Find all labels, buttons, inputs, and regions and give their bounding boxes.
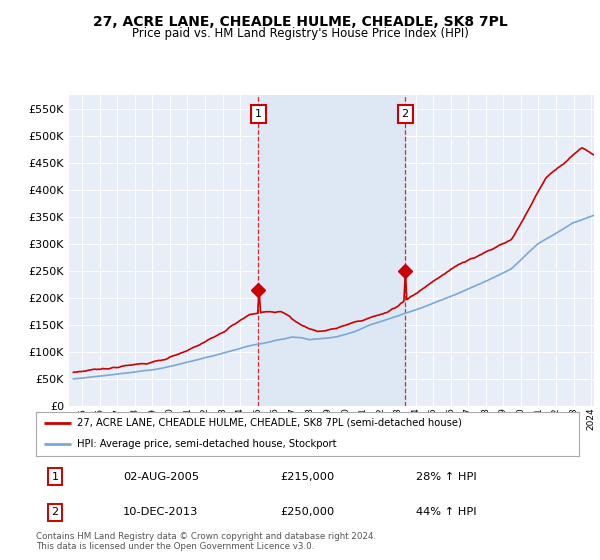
Text: 28% ↑ HPI: 28% ↑ HPI — [416, 472, 477, 482]
Text: 1: 1 — [52, 472, 59, 482]
Text: Price paid vs. HM Land Registry's House Price Index (HPI): Price paid vs. HM Land Registry's House … — [131, 27, 469, 40]
Text: 1: 1 — [255, 109, 262, 119]
Bar — [259, 95, 405, 406]
Text: 02-AUG-2005: 02-AUG-2005 — [123, 472, 199, 482]
Text: £250,000: £250,000 — [280, 507, 335, 517]
Text: 27, ACRE LANE, CHEADLE HULME, CHEADLE, SK8 7PL (semi-detached house): 27, ACRE LANE, CHEADLE HULME, CHEADLE, S… — [77, 418, 461, 428]
Text: Contains HM Land Registry data © Crown copyright and database right 2024.
This d: Contains HM Land Registry data © Crown c… — [36, 532, 376, 552]
Text: 2: 2 — [401, 109, 409, 119]
Text: HPI: Average price, semi-detached house, Stockport: HPI: Average price, semi-detached house,… — [77, 439, 336, 449]
Text: 10-DEC-2013: 10-DEC-2013 — [123, 507, 198, 517]
Text: £215,000: £215,000 — [280, 472, 335, 482]
Text: 44% ↑ HPI: 44% ↑ HPI — [416, 507, 477, 517]
Text: 2: 2 — [52, 507, 59, 517]
Text: 27, ACRE LANE, CHEADLE HULME, CHEADLE, SK8 7PL: 27, ACRE LANE, CHEADLE HULME, CHEADLE, S… — [92, 15, 508, 29]
